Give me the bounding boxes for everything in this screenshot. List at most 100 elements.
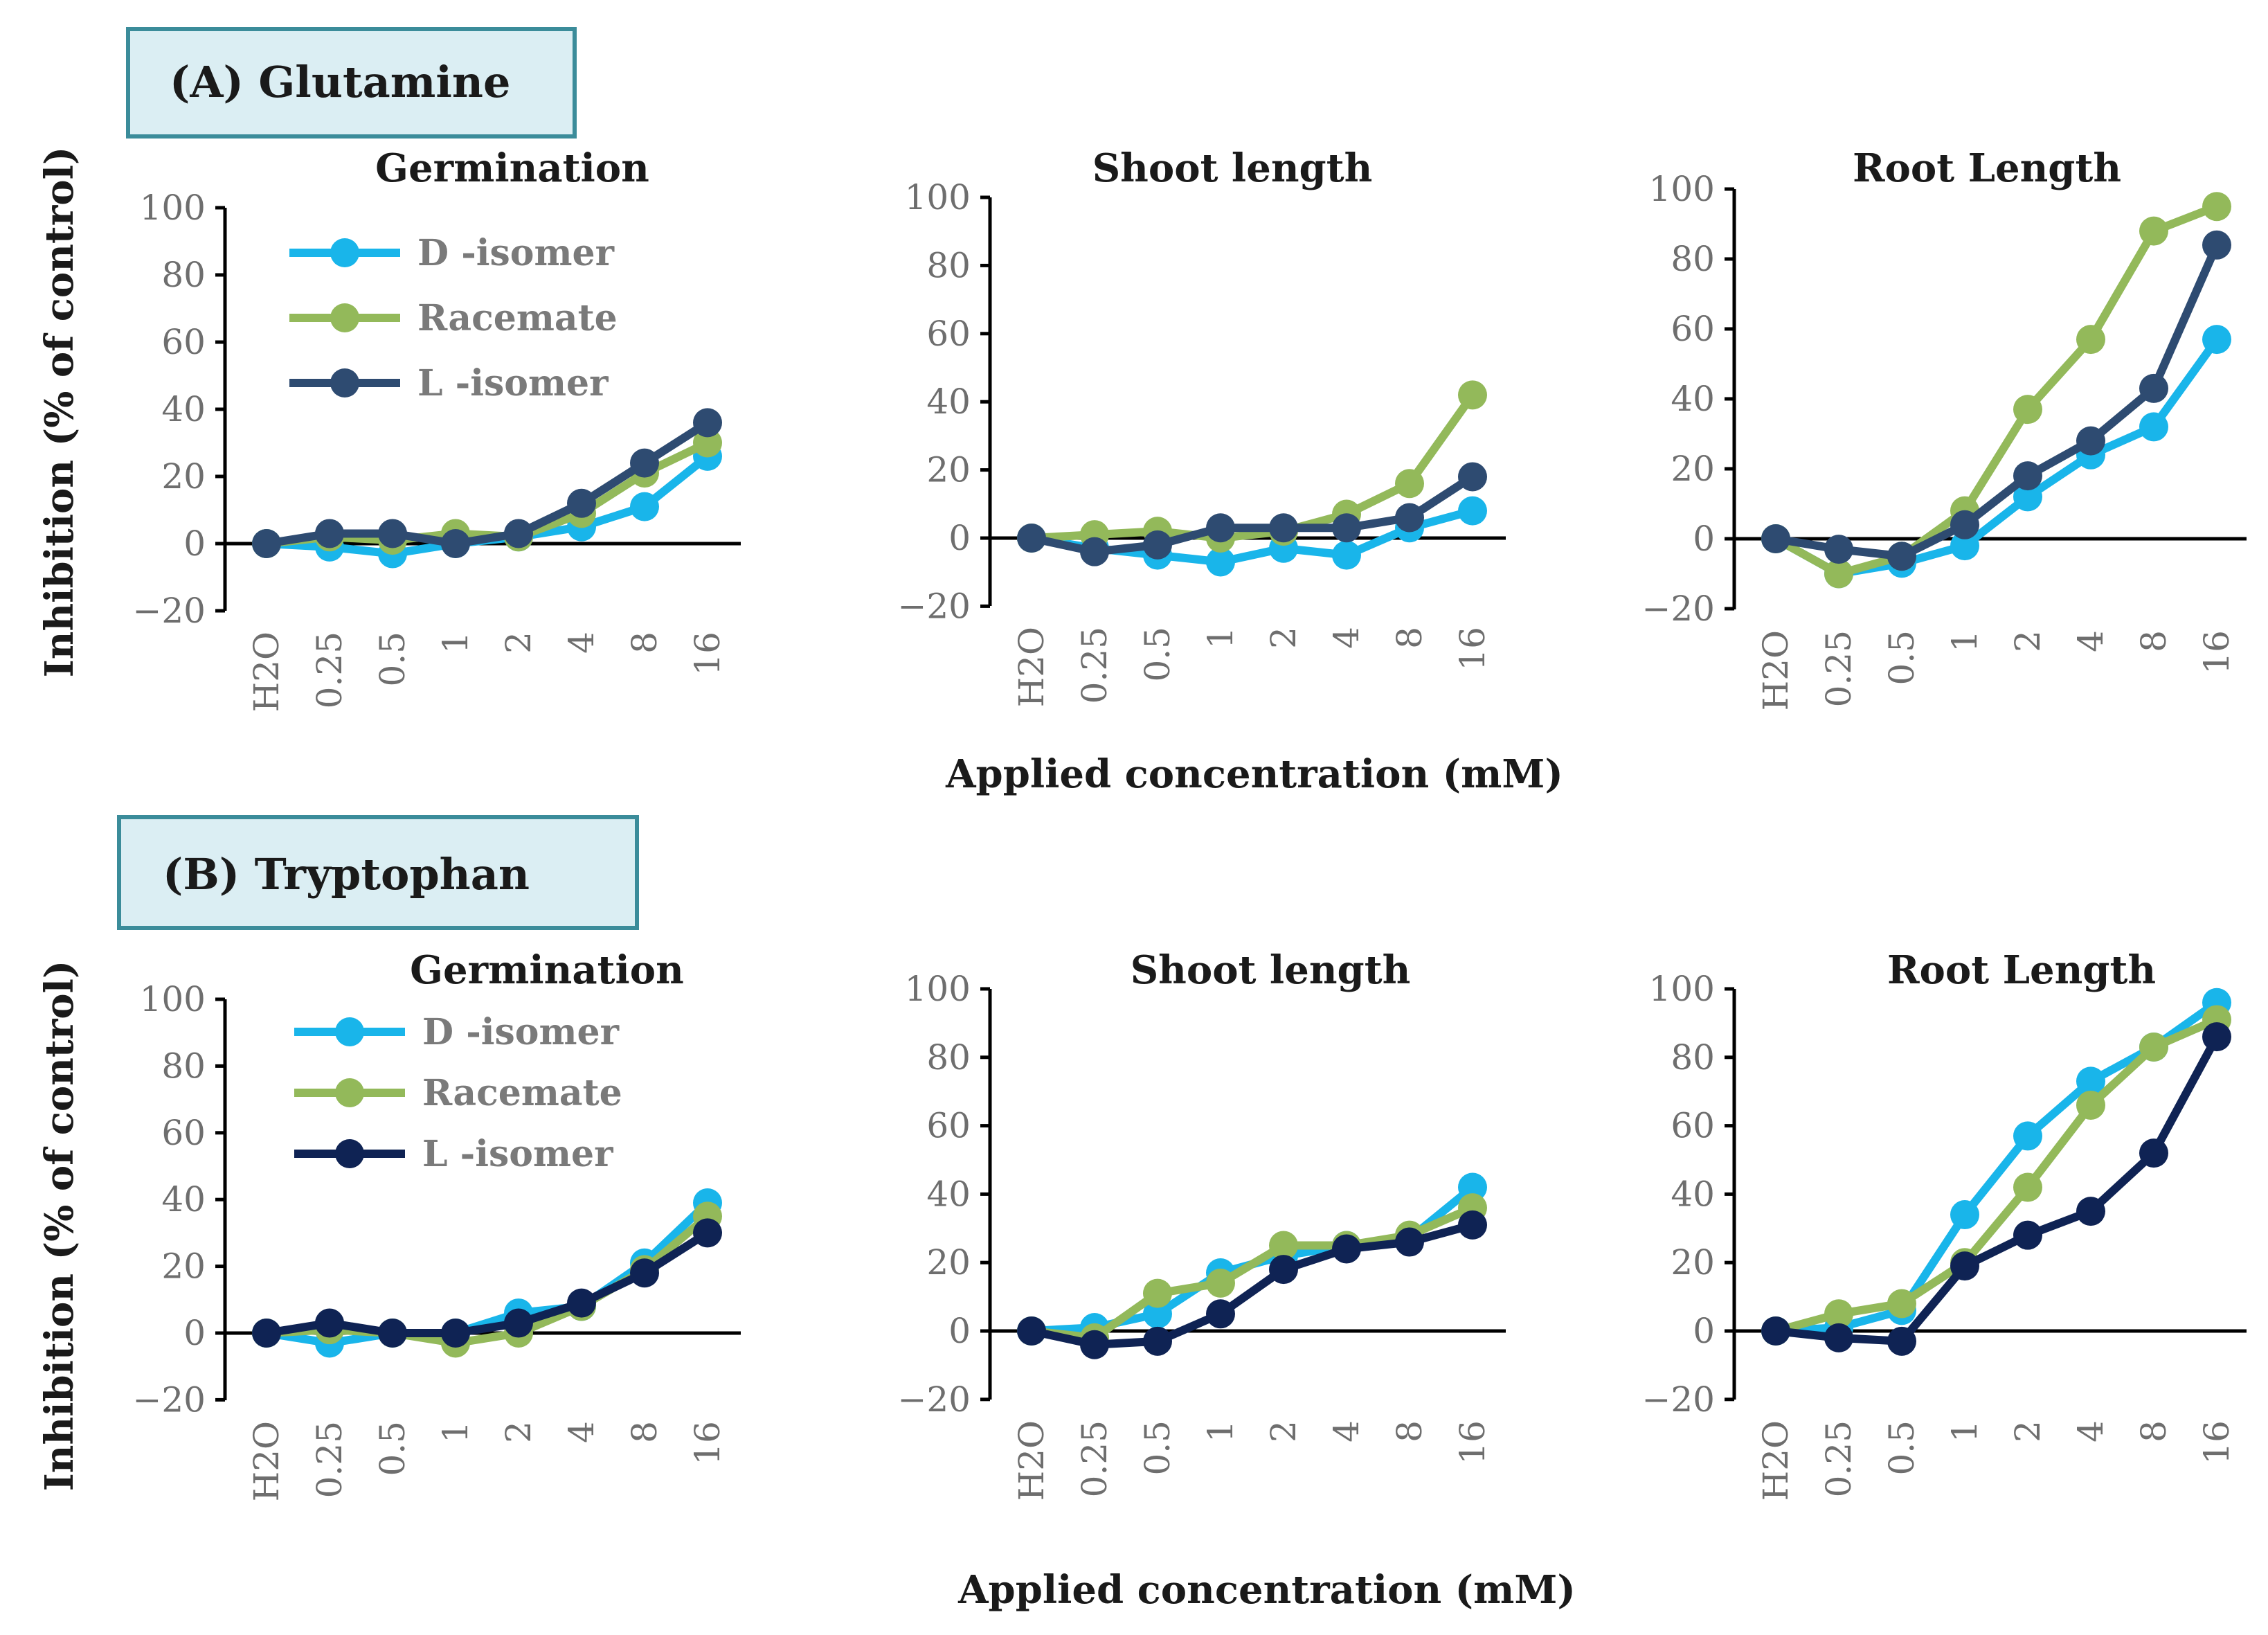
y-tick-label: 0 (183, 524, 206, 564)
x-tick-label: 1 (1945, 1420, 1985, 1442)
x-tick-label: H2O (1756, 1420, 1796, 1501)
x-tick-label: 4 (561, 632, 602, 654)
y-tick-label: 100 (905, 177, 971, 217)
data-point (1269, 513, 1298, 543)
y-tick-label: 100 (905, 969, 971, 1009)
legend-marker (335, 1078, 364, 1107)
y-tick-label: 80 (926, 1037, 971, 1078)
y-tick-label: 20 (926, 1242, 971, 1283)
data-point (378, 519, 407, 548)
x-tick-label: 1 (1945, 630, 1985, 652)
data-point (2013, 1172, 2042, 1202)
x-tick-label: 0.25 (1819, 630, 1859, 707)
x-tick-label: 0.5 (372, 1421, 413, 1476)
data-point (1143, 530, 1172, 560)
x-tick-label: H2O (246, 632, 287, 712)
y-tick-label: 0 (1693, 1311, 1715, 1351)
y-tick-label: 40 (926, 382, 971, 422)
data-point (630, 448, 659, 478)
data-point (2013, 1121, 2042, 1151)
y-tick-label: 40 (1671, 1174, 1715, 1214)
chart-title: Germination (375, 145, 649, 191)
data-point (1395, 503, 1424, 533)
y-tick-label: 60 (161, 1113, 206, 1153)
x-tick-label: 4 (1326, 627, 1367, 649)
y-tick-label: 20 (1671, 449, 1715, 489)
data-point (2202, 325, 2231, 355)
data-point (2013, 482, 2042, 512)
x-tick-label: 1 (435, 632, 476, 654)
legend-marker (330, 368, 359, 397)
data-point (2076, 426, 2105, 456)
data-point (378, 1319, 407, 1348)
data-point (567, 1288, 596, 1318)
data-point (1458, 1210, 1487, 1240)
data-point (630, 1258, 659, 1288)
legend-label: D -isomer (422, 1011, 620, 1053)
legend-label: D -isomer (417, 232, 615, 274)
x-tick-label: 4 (2071, 1420, 2111, 1442)
chart-title: Shoot length (1131, 947, 1411, 993)
data-point (1332, 540, 1361, 570)
chart-a-root-length: Root Length 100 80 60 40 20 0 −20 H2O 0.25 0.5 1 2 4 8… (1641, 145, 2247, 711)
data-point (1458, 380, 1487, 410)
data-point (1080, 1330, 1109, 1359)
data-point (1950, 1200, 1979, 1230)
y-tick-label: 0 (1693, 519, 1715, 559)
y-tick-label: 60 (161, 322, 206, 362)
data-point (504, 1308, 533, 1338)
data-point (1395, 469, 1424, 499)
data-point (2076, 325, 2105, 355)
data-point (2013, 1220, 2042, 1250)
data-point (1824, 1323, 1853, 1352)
data-point (1824, 559, 1853, 589)
panel-a-label-box (126, 27, 577, 139)
data-point (2013, 395, 2042, 425)
y-tick-label: −20 (1641, 589, 1715, 629)
y-tick-label: 20 (161, 1247, 206, 1287)
data-point (1206, 513, 1235, 543)
y-tick-label: −20 (897, 586, 971, 626)
data-point (693, 408, 722, 438)
data-point (252, 1319, 281, 1348)
y-tick-label: 80 (1671, 1037, 1715, 1078)
data-point (441, 1319, 470, 1348)
legend-b: D -isomer Racemate L -isomer (294, 1011, 622, 1175)
data-point (1824, 1299, 1853, 1329)
y-tick-label: 0 (183, 1313, 206, 1353)
data-point (2139, 1032, 2168, 1062)
y-tick-label: 100 (140, 979, 206, 1019)
x-tick-label: 8 (1389, 627, 1430, 649)
data-point (2076, 1197, 2105, 1226)
data-point (1017, 1316, 1046, 1346)
chart-b-root-length: Root Length 100 80 60 40 20 0 −20 H2O 0.25 0.5 1 2 4 8… (1641, 947, 2247, 1501)
x-tick-label: 0.5 (1882, 630, 1922, 686)
data-point (2076, 1066, 2105, 1096)
data-point (1458, 496, 1487, 526)
y-tick-label: −20 (897, 1379, 971, 1420)
x-tick-label: 8 (2134, 630, 2174, 652)
y-tick-label: 100 (1649, 969, 1715, 1009)
x-tick-label: 2 (498, 632, 539, 654)
y-tick-label: 80 (161, 255, 206, 295)
data-point (1950, 1251, 1979, 1281)
x-tick-label: 2 (1263, 627, 1304, 649)
data-point (1269, 1231, 1298, 1260)
data-point (1887, 1289, 1916, 1319)
data-point (1824, 535, 1853, 564)
y-axis-label-b: Inhibition (% of control) (37, 961, 82, 1492)
chart-title: Root Length (1853, 145, 2121, 191)
y-tick-label: 60 (1671, 1106, 1715, 1146)
data-point (2202, 1022, 2231, 1052)
x-tick-label: 2 (2008, 630, 2048, 652)
data-point (1143, 1326, 1172, 1356)
y-tick-label: 80 (926, 245, 971, 285)
data-point (2139, 412, 2168, 442)
data-point (1206, 1268, 1235, 1298)
legend-label: L -isomer (422, 1133, 613, 1175)
data-point (315, 519, 344, 548)
x-axis-label-a: Applied concentration (mM) (945, 751, 1563, 797)
x-tick-label: 8 (624, 1421, 665, 1443)
x-tick-label: 1 (1200, 1420, 1241, 1442)
